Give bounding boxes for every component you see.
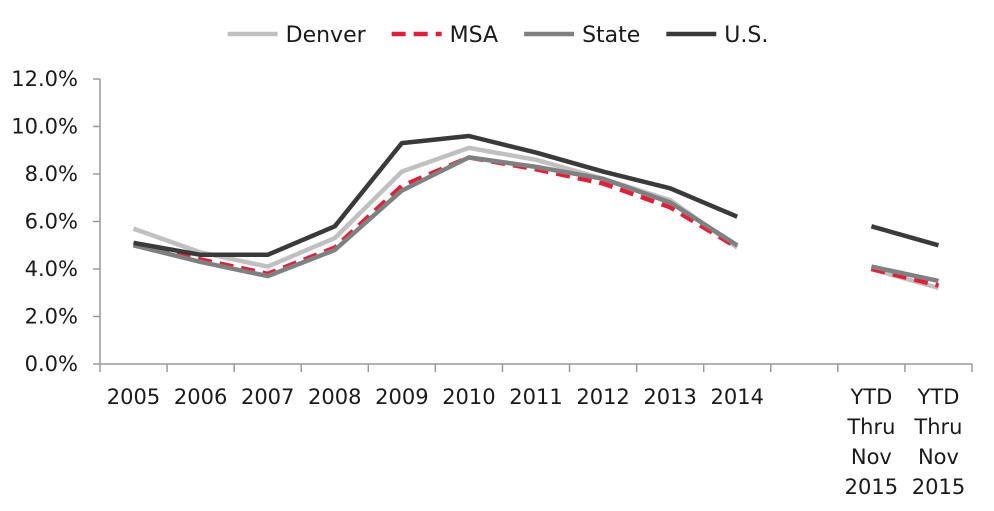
x-tick-label-line: Nov (918, 445, 959, 469)
x-tick-label-line: Nov (851, 445, 892, 469)
x-tick-label: 2014 (711, 385, 764, 409)
x-tick-label-line: 2005 (107, 385, 160, 409)
y-tick-label: 2.0% (25, 305, 78, 329)
legend-label-msa: MSA (450, 23, 498, 48)
x-tick-label: 2009 (375, 385, 428, 409)
legend-label-denver: Denver (286, 23, 367, 48)
series-line-msa-segment-2 (870, 266, 940, 288)
legend-label-state: State (582, 23, 640, 48)
x-tick-label-line: 2013 (643, 385, 696, 409)
y-tick-label: 10.0% (11, 115, 78, 139)
x-tick-label: 2010 (442, 385, 495, 409)
x-tick-label-line: 2009 (375, 385, 428, 409)
x-tick-label-line: 2007 (241, 385, 294, 409)
x-tick-label-line: 2008 (308, 385, 361, 409)
y-axis: 0.0% 2.0% 4.0% 6.0% 8.0% 10.0% 12.0% (11, 67, 101, 376)
x-axis: 2005 2006 2007 2008 2009 2010 2011 2012 2013 2014… (99, 363, 973, 499)
x-tick-label-line: YTD (849, 385, 892, 409)
x-tick-label-line: 2012 (576, 385, 629, 409)
x-tick-label: YTD Thru Nov 2015 (912, 385, 965, 499)
x-tick-label-line: 2006 (174, 385, 227, 409)
series-line-state-segment-1 (132, 155, 739, 279)
x-tick-label: 2011 (509, 385, 562, 409)
x-tick-label: YTD Thru Nov 2015 (845, 385, 898, 499)
x-tick-label-line: 2015 (912, 475, 965, 499)
x-tick-label-line: 2011 (509, 385, 562, 409)
y-tick-label: 8.0% (25, 162, 78, 186)
x-tick-label-line: Thru (913, 415, 962, 439)
x-tick-label-line: YTD (917, 385, 960, 409)
x-tick-label: 2012 (576, 385, 629, 409)
series-line-u-s-segment-2 (870, 224, 940, 248)
series-line-u-s-segment-1 (133, 133, 739, 258)
legend: Denver MSA State U.S. (227, 23, 768, 48)
x-tick-label: 2006 (174, 385, 227, 409)
x-tick-label-line: Thru (846, 415, 895, 439)
x-tick-label-line: 2014 (711, 385, 764, 409)
series-line-denver-segment-1 (132, 145, 739, 269)
x-tick-label: 2013 (643, 385, 696, 409)
x-tick-label: 2005 (107, 385, 160, 409)
y-tick-label: 6.0% (25, 210, 78, 234)
x-tick-label-line: 2010 (442, 385, 495, 409)
x-tick-label: 2008 (308, 385, 361, 409)
series-layer (132, 133, 940, 291)
legend-label-u-s: U.S. (724, 23, 768, 48)
x-tick-label-line: 2015 (845, 475, 898, 499)
y-tick-label: 0.0% (25, 352, 78, 376)
x-tick-label: 2007 (241, 385, 294, 409)
y-tick-label: 12.0% (11, 67, 78, 91)
series-line-state-segment-2 (870, 264, 939, 284)
y-tick-label: 4.0% (25, 257, 78, 281)
